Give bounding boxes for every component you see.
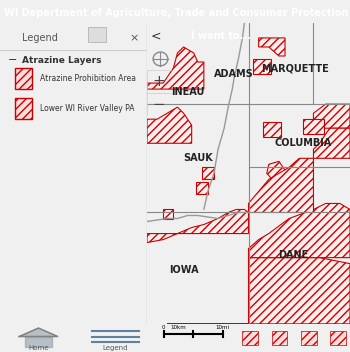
Text: MARQUETTE: MARQUETTE [261,63,329,73]
Polygon shape [248,203,350,258]
Text: +: + [153,74,166,89]
Text: Lower WI River Valley PA: Lower WI River Valley PA [40,104,134,113]
Text: <: < [150,30,161,43]
Polygon shape [314,104,350,128]
FancyBboxPatch shape [196,182,208,194]
Text: Atrazine Prohibition Area: Atrazine Prohibition Area [40,74,136,83]
FancyBboxPatch shape [15,98,32,119]
Text: 0: 0 [162,325,166,330]
Text: 10mi: 10mi [216,325,230,330]
Polygon shape [147,107,192,143]
FancyBboxPatch shape [303,119,324,134]
Polygon shape [314,128,350,158]
Polygon shape [167,258,350,324]
Polygon shape [147,209,248,243]
Polygon shape [248,158,314,213]
Text: ADAMS: ADAMS [215,69,254,79]
FancyBboxPatch shape [242,331,258,345]
Text: −: − [153,97,166,112]
Bar [88,27,106,43]
Polygon shape [26,337,51,347]
Polygon shape [267,161,285,182]
Text: Home: Home [28,345,49,351]
FancyBboxPatch shape [301,331,317,345]
Text: WI Department of Agriculture, Trade and Consumer Protection: WI Department of Agriculture, Trade and … [4,8,348,18]
Polygon shape [19,328,58,337]
FancyBboxPatch shape [272,331,287,345]
FancyBboxPatch shape [253,59,271,74]
Text: SAUK: SAUK [183,153,213,163]
Polygon shape [147,47,204,89]
Text: Legend: Legend [103,345,128,351]
FancyBboxPatch shape [15,68,32,89]
Text: IOWA: IOWA [169,265,198,275]
Text: ×: × [130,33,139,43]
FancyBboxPatch shape [163,209,173,219]
Text: −: − [7,56,17,65]
Text: COLUMBIA: COLUMBIA [275,138,332,148]
Text: Legend: Legend [22,33,58,43]
Text: I want to...: I want to... [190,31,251,41]
Text: DANE: DANE [278,250,308,260]
FancyBboxPatch shape [263,122,281,137]
FancyBboxPatch shape [202,167,214,180]
Text: 10km: 10km [171,325,186,330]
Text: INEAU: INEAU [171,87,204,97]
Polygon shape [259,38,285,56]
FancyBboxPatch shape [330,331,346,345]
Text: Atrazine Layers: Atrazine Layers [22,56,101,65]
